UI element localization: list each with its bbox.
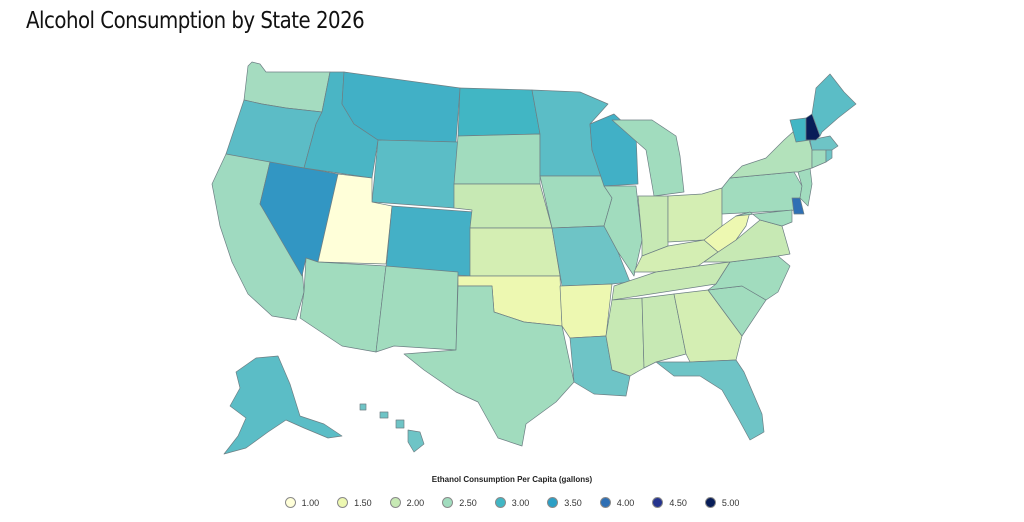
legend-item[interactable]: 1.50 — [337, 497, 372, 508]
legend-item[interactable]: 3.50 — [547, 497, 582, 508]
legend-item[interactable]: 4.50 — [652, 497, 687, 508]
legend-swatch-icon — [284, 497, 296, 508]
state-in[interactable] — [637, 195, 669, 257]
state-ia[interactable] — [539, 175, 613, 229]
legend-title: Ethanol Consumption Per Capita (gallons) — [431, 475, 593, 484]
state-me[interactable] — [811, 73, 857, 137]
legend-item[interactable]: 1.00 — [284, 497, 320, 508]
state-ma[interactable] — [809, 135, 839, 151]
legend-item[interactable]: 3.00 — [494, 497, 530, 508]
state-de[interactable] — [791, 197, 805, 215]
state-hi[interactable] — [359, 403, 425, 453]
legend-item-label: 4.00 — [616, 497, 635, 508]
legend-item[interactable]: 5.00 — [704, 497, 740, 508]
state-fl[interactable] — [655, 359, 765, 441]
state-md[interactable] — [735, 209, 793, 227]
legend-item-label: 2.50 — [459, 497, 477, 508]
state-pa[interactable] — [721, 171, 803, 215]
state-az[interactable] — [299, 257, 387, 353]
legend-swatch-icon — [547, 497, 559, 508]
state-sd[interactable] — [453, 133, 541, 185]
state-nh[interactable] — [805, 113, 821, 141]
state-ct[interactable] — [811, 147, 827, 169]
legend-item-label: 1.00 — [301, 497, 320, 508]
state-ak[interactable] — [223, 355, 343, 455]
state-co[interactable] — [385, 205, 475, 277]
state-nd[interactable] — [457, 87, 541, 137]
legend-swatch-icon — [652, 497, 664, 508]
state-il[interactable] — [603, 185, 643, 277]
legend-item-label: 1.50 — [354, 497, 372, 508]
legend-item-label: 3.00 — [511, 497, 530, 508]
state-mi[interactable] — [611, 119, 685, 197]
state-al[interactable] — [641, 293, 687, 369]
legend-item-label: 5.00 — [721, 497, 740, 508]
page-title: Alcohol Consumption by State 2026 — [26, 8, 365, 34]
state-wv[interactable] — [703, 211, 751, 253]
legend-item-label: 2.00 — [406, 497, 425, 508]
legend-item-label: 3.50 — [564, 497, 582, 508]
state-ks[interactable] — [469, 227, 561, 277]
legend-item[interactable]: 4.00 — [599, 497, 635, 508]
state-wy[interactable] — [371, 139, 459, 209]
legend-swatch-icon — [337, 497, 349, 508]
state-ms[interactable] — [605, 297, 645, 377]
legend-swatch-icon — [704, 497, 716, 508]
state-nm[interactable] — [375, 265, 459, 353]
legend-swatch-icon — [599, 497, 611, 508]
legend-swatch-icon — [442, 497, 454, 508]
legend: 1.00 1.50 2.00 2.50 3.00 3.50 4.00 4.50 … — [0, 497, 1024, 508]
legend-swatch-icon — [389, 497, 401, 508]
legend-item[interactable]: 2.00 — [389, 497, 425, 508]
legend-item-label: 4.50 — [669, 497, 687, 508]
state-tx[interactable] — [403, 285, 575, 447]
legend-swatch-icon — [494, 497, 506, 508]
state-ar[interactable] — [559, 283, 613, 339]
legend-item[interactable]: 2.50 — [442, 497, 477, 508]
